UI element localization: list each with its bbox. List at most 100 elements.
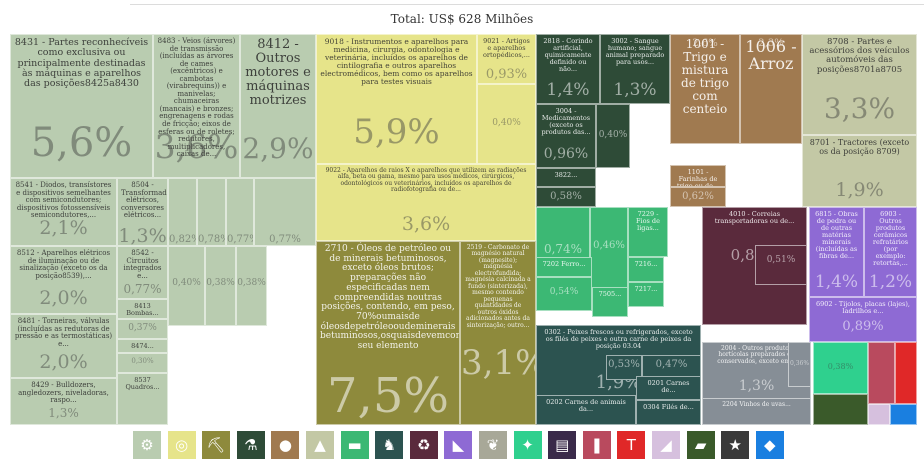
treemap-cell-vinhos[interactable]: 2204 Vinhos de uvas...	[702, 398, 811, 425]
metals-icon[interactable]: ▬	[340, 431, 369, 459]
paper-icon[interactable]: ▤	[548, 431, 577, 459]
instruments-icon[interactable]: ◎	[167, 431, 196, 459]
treemap-cell-maq-082[interactable]: 0,82%	[168, 178, 197, 246]
treemap-cell-pl-046[interactable]: 0,46%	[590, 207, 628, 291]
cell-label: 9018 - Instrumentos e aparelhos para med…	[320, 37, 473, 87]
treemap-cell-outros-motores[interactable]: 8412 - Outros motores e máquinas motrize…	[240, 34, 316, 178]
treemap-cell-oleos-petroleo[interactable]: 2710 - Óleos de petróleo ou de minerais …	[316, 241, 460, 425]
animal-products-icon[interactable]: ♞	[375, 431, 404, 459]
treemap-cell-misc-a[interactable]	[813, 394, 868, 425]
treemap-cell-bulldozers[interactable]: 8429 - Bulldozers, angledozers, nivelado…	[10, 378, 117, 425]
treemap-cell-pl-7216[interactable]: 7216...	[628, 257, 664, 282]
treemap-cell-artigos-ortopedicos[interactable]: 9021 - Artigos e aparelhos ortopédicos,.…	[477, 34, 536, 84]
treemap-cell-maq-040[interactable]: 0,40%	[168, 246, 205, 326]
treemap-cell-valvulas[interactable]: 8481 - Torneiras, válvulas (incluídas as…	[10, 314, 117, 378]
cell-percent: 0,96%	[543, 146, 589, 162]
cell-percent: 1,4%	[546, 80, 590, 100]
stone-icon[interactable]: ◣	[444, 431, 473, 459]
cell-label: 0202 Carnes de animais da...	[546, 398, 626, 414]
plastics-icon[interactable]: ♻	[409, 431, 438, 459]
treemap-cell-quim-3822[interactable]: 3822...	[536, 168, 596, 187]
treemap-cell-diodos-transistores[interactable]: 8541 - Diodos, transístores e dispositiv…	[10, 178, 117, 246]
treemap-cell-pl-7505[interactable]: 7505...	[592, 287, 628, 317]
treemap-cell-maq-078[interactable]: 0,78%	[197, 178, 226, 246]
cell-label: 2818 - Corindo artificial, quimicamente …	[543, 37, 593, 74]
treemap-cell-transformadores[interactable]: 8504 - Transformadores elétricos, conver…	[117, 178, 168, 246]
treemap-cell-refratarios[interactable]: 6903 - Outros produtos cerâmicos refratá…	[864, 207, 917, 297]
treemap-cell-bombas[interactable]: 8413 Bombas...	[117, 299, 168, 319]
cell-percent: 0,93%	[485, 67, 528, 82]
cell-percent: 0,77%	[227, 234, 253, 245]
treemap-cell-arroz[interactable]: 1006 - Arroz 2,3%	[740, 34, 802, 144]
minerals-icon[interactable]: ⛏	[202, 431, 231, 459]
treemap-cell-correias[interactable]: 4010 - Correias transportadoras ou de...…	[702, 207, 807, 325]
treemap-cell-quadros[interactable]: 8537 Quadros...	[117, 373, 168, 425]
treemap-cell-trigo[interactable]: 1001 - Trigo e mistura de trigo com cent…	[670, 34, 740, 144]
treemap-cell-veios-transmissao[interactable]: 8483 - Veios (árvores) de transmissão (i…	[153, 34, 240, 178]
treemap-cell-sangue-humano[interactable]: 3002 - Sangue humano; sangue animal prep…	[600, 34, 670, 104]
chemicals-icon[interactable]: ⚗	[236, 431, 265, 459]
treemap-cell-tractores[interactable]: 8701 - Tractores (exceto os da posição 8…	[802, 135, 917, 207]
treemap-cell-carbonato-magnesio[interactable]: 2519 - Carbonato de magnésio natural (ma…	[460, 241, 536, 425]
footwear-icon[interactable]: ◢	[652, 431, 680, 459]
treemap-cell-quim-058[interactable]: 0,58%	[536, 187, 596, 207]
wood-icon[interactable]: ▰	[686, 431, 715, 459]
textiles-icon[interactable]: T	[617, 431, 646, 459]
treemap-cell-circuitos-integrados[interactable]: 8542 - Circuitos integrados e... 0,77%	[117, 246, 168, 299]
treemap-cell-ani-047[interactable]: 0,47%	[642, 355, 701, 380]
treemap-cell-maq-077a[interactable]: 0,77%	[226, 178, 254, 246]
treemap-cell-maq-030[interactable]: 0,30%	[117, 353, 168, 373]
treemap-cell-pl-054[interactable]: 0,54%	[536, 277, 592, 311]
cell-label: 8474...	[131, 342, 154, 350]
beverages-icon[interactable]: ❚	[582, 431, 611, 459]
animal-hides-icon[interactable]: ✦	[513, 431, 542, 459]
treemap-cell-maq-038a[interactable]: 0,38%	[205, 246, 236, 326]
treemap-cell-files-0304[interactable]: 0304 Filés de...	[636, 400, 701, 425]
treemap-cell-farinhas[interactable]: 1101 - Farinhas de trigo ou de...	[670, 165, 726, 187]
machines-icon[interactable]: ⚙	[133, 431, 161, 459]
cell-label: 3002 - Sangue humano; sangue animal prep…	[605, 37, 665, 67]
foodstuffs-icon[interactable]: ●	[271, 431, 300, 459]
treemap-cell-alim-036[interactable]: 0,36%	[788, 342, 811, 387]
treemap-cell-instrumentos-medicina[interactable]: 9018 - Instrumentos e aparelhos para med…	[316, 34, 477, 164]
treemap-cell-maq-077b[interactable]: 0,77%	[254, 178, 316, 246]
cell-label: 9021 - Artigos e aparelhos ortopédicos,.…	[483, 37, 530, 60]
treemap-cell-maq-8474[interactable]: 8474...	[117, 339, 168, 353]
cell-percent: 3,1%	[461, 343, 535, 383]
cell-percent: 0,82%	[169, 234, 196, 245]
treemap-cell-misc-b[interactable]	[868, 342, 895, 404]
treemap-cell-misc-c[interactable]	[895, 342, 917, 404]
treemap-cell-corindo[interactable]: 2818 - Corindo artificial, quimicamente …	[536, 34, 600, 104]
vegetable-products-icon[interactable]: ❦	[479, 431, 507, 459]
treemap-cell-misc-e[interactable]	[890, 404, 917, 425]
treemap-cell-ferro-7202[interactable]: 7202 Ferro...	[536, 257, 592, 277]
treemap-cell-partes-maquinas[interactable]: 8431 - Partes reconhecíveis como exclusi…	[10, 34, 153, 178]
treemap-cell-inst-040[interactable]: 0,40%	[477, 84, 536, 164]
precious-metals-icon[interactable]: ◆	[755, 431, 784, 459]
cell-percent: 0,40%	[492, 118, 521, 128]
treemap-cell-raios-x[interactable]: 9022 - Aparelhos de raios X e aparelhos …	[316, 164, 536, 241]
treemap-cell-ani-053[interactable]: 0,53%	[606, 355, 642, 380]
treemap-cell-maq-038b[interactable]: 0,38%	[236, 246, 267, 326]
cell-label: 8412 - Outros motores e máquinas motrize…	[245, 37, 311, 109]
treemap-cell-quim-040[interactable]: 0,40%	[596, 104, 630, 168]
treemap-cell-carnes-0201[interactable]: 0201 Carnes de...	[636, 376, 701, 400]
treemap-cell-carnes-animais[interactable]: 0202 Carnes de animais da...	[536, 395, 636, 425]
treemap-cell-tijolos[interactable]: 6902 - Tijolos, placas (lajes), ladrilho…	[809, 297, 917, 342]
treemap-cell-obras-pedra[interactable]: 6815 - Obras de pedra ou de outras matér…	[809, 207, 864, 297]
treemap-cell-fios-linhas[interactable]: 7229 - Fios de ligas...	[628, 207, 668, 257]
treemap-cell-bor-051[interactable]: 0,51%	[755, 245, 807, 285]
treemap-cell-partes-veiculos[interactable]: 8708 - Partes e acessórios dos veículos …	[802, 34, 917, 135]
treemap-cell-txt-038[interactable]: 0,38%	[813, 342, 868, 394]
treemap-cell-aparelhos-iluminacao[interactable]: 8512 - Aparelhos elétricos de iluminação…	[10, 246, 117, 314]
cell-percent: 0,46%	[593, 240, 625, 251]
transportation-icon[interactable]: ▲	[306, 431, 334, 459]
treemap-cell-pl-7217[interactable]: 7217...	[628, 282, 664, 307]
cell-percent: 1,3%	[118, 225, 167, 246]
treemap-cell-medicamentos[interactable]: 3004 - Medicamentos (exceto os produtos …	[536, 104, 596, 168]
treemap-cell-maq-037[interactable]: 0,37%	[117, 319, 168, 339]
miscellaneous-icon[interactable]: ★	[721, 431, 750, 459]
treemap-cell-misc-d[interactable]	[868, 404, 890, 425]
treemap-cell-veg-062[interactable]: 0,62%	[670, 187, 726, 207]
